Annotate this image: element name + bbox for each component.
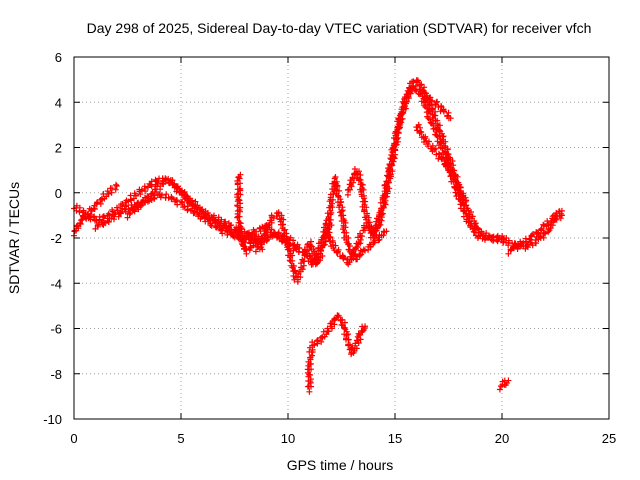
series-markers — [417, 87, 454, 122]
series-sat-track-11 — [413, 121, 469, 205]
x-tick-label: 25 — [602, 431, 616, 446]
series-sat-track-13 — [505, 210, 565, 257]
y-tick-label: 4 — [55, 95, 62, 110]
y-tick-label: 0 — [55, 186, 62, 201]
x-tick-label: 5 — [177, 431, 184, 446]
y-tick-label: -6 — [50, 322, 62, 337]
chart-title: Day 298 of 2025, Sidereal Day-to-day VTE… — [87, 20, 592, 36]
x-tick-label: 20 — [495, 431, 509, 446]
x-tick-label: 15 — [388, 431, 402, 446]
y-tick-label: -4 — [50, 276, 62, 291]
series-sat-track-12 — [417, 87, 454, 122]
series-markers — [285, 174, 390, 268]
series-sat-track-7 — [285, 174, 390, 268]
series-sat-track-15 — [496, 377, 512, 393]
y-tick-label: 2 — [55, 141, 62, 156]
y-axis-label: SDTVAR / TECUs — [6, 182, 22, 294]
series-markers — [234, 171, 266, 257]
data-marks — [71, 77, 565, 395]
axis-ticks: 0 5 10 15 20 25 -10 -8 -6 -4 -2 0 2 4 6 — [43, 50, 616, 446]
y-tick-label: -2 — [50, 231, 62, 246]
x-tick-label: 0 — [70, 431, 77, 446]
series-markers — [413, 121, 469, 205]
series-markers — [505, 210, 565, 257]
series-markers — [496, 377, 512, 393]
y-tick-label: -8 — [50, 367, 62, 382]
series-markers — [304, 312, 369, 395]
series-sat-track-5 — [234, 171, 266, 257]
y-tick-label: 6 — [55, 50, 62, 65]
y-tick-label: -10 — [43, 412, 62, 427]
series-sat-track-14 — [304, 312, 369, 395]
x-tick-label: 10 — [281, 431, 295, 446]
x-axis-label: GPS time / hours — [287, 457, 394, 473]
